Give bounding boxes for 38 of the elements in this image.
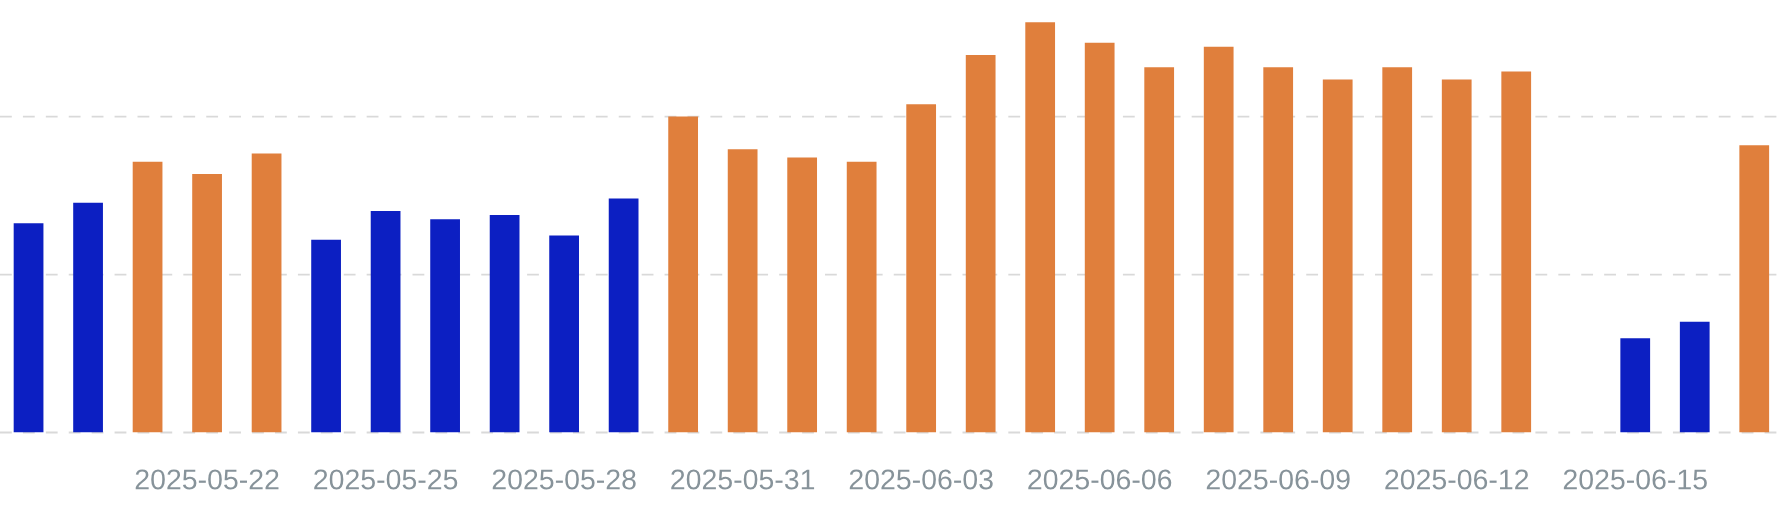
x-tick-label: 2025-06-09	[1206, 469, 1350, 490]
bar	[1501, 71, 1532, 433]
bar	[906, 104, 937, 433]
bar	[549, 235, 579, 433]
bar	[1084, 42, 1115, 433]
bar	[430, 219, 460, 433]
bar	[1382, 67, 1413, 433]
x-tick-label: 2025-05-22	[135, 469, 279, 490]
bar	[1739, 145, 1770, 433]
bar	[311, 239, 341, 433]
bar	[251, 153, 282, 433]
bar	[192, 173, 222, 433]
x-tick-label: 2025-06-15	[1563, 469, 1707, 490]
bar	[668, 116, 699, 433]
bar	[1441, 79, 1472, 433]
bar	[965, 54, 996, 433]
bar	[13, 223, 44, 433]
bar	[1025, 22, 1056, 433]
x-tick-label: 2025-06-12	[1385, 469, 1529, 490]
x-tick-label: 2025-06-06	[1028, 469, 1172, 490]
bar	[787, 157, 818, 433]
bar	[727, 149, 758, 433]
bar	[1620, 338, 1651, 433]
bar	[846, 161, 877, 433]
bar	[73, 202, 103, 433]
x-tick-label: 2025-05-25	[314, 469, 458, 490]
bar	[1144, 67, 1175, 433]
bar	[132, 161, 163, 433]
x-tick-label: 2025-05-31	[671, 469, 815, 490]
bar	[1679, 321, 1710, 433]
x-tick-label: 2025-06-03	[849, 469, 993, 490]
bar	[1263, 67, 1294, 433]
x-tick-label: 2025-05-28	[492, 469, 636, 490]
bar	[1322, 79, 1353, 433]
bar	[608, 198, 639, 433]
bar	[1203, 46, 1234, 433]
bar	[370, 210, 401, 433]
bar	[489, 215, 520, 433]
